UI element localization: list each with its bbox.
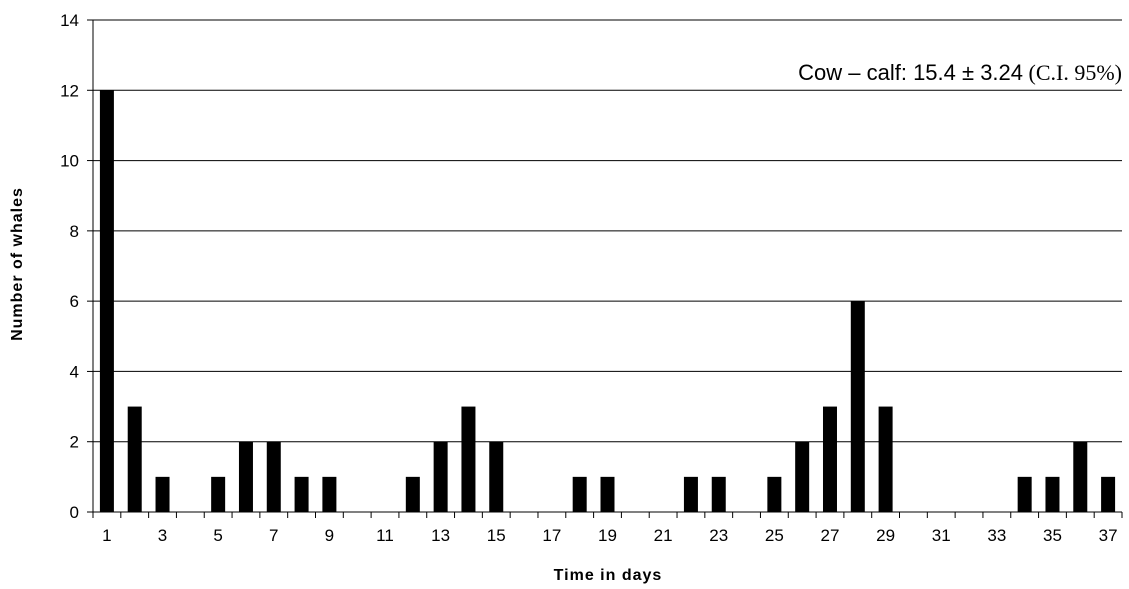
y-tick-label: 10	[60, 152, 79, 171]
bar	[266, 441, 281, 512]
bar	[238, 441, 253, 512]
x-tick-label: 25	[765, 526, 784, 545]
bar	[711, 476, 726, 512]
y-tick-label: 6	[70, 292, 79, 311]
x-tick-label: 35	[1043, 526, 1062, 545]
ci-annotation-suffix: (C.I. 95%)	[1023, 60, 1122, 85]
bar	[767, 476, 782, 512]
x-tick-label: 9	[325, 526, 334, 545]
bar	[1101, 476, 1116, 512]
bar	[461, 406, 476, 512]
x-tick-label: 17	[542, 526, 561, 545]
ci-annotation: Cow – calf: 15.4 ± 3.24 (C.I. 95%)	[798, 60, 1122, 85]
bar	[322, 476, 337, 512]
y-tick-label: 0	[70, 503, 79, 522]
bar	[1045, 476, 1060, 512]
x-tick-label: 11	[376, 526, 394, 545]
ci-annotation-prefix: Cow – calf: 15.4 ± 3.24	[798, 60, 1023, 85]
x-tick-label: 27	[821, 526, 840, 545]
grid-lines	[93, 19, 1122, 443]
bar	[155, 476, 170, 512]
bar	[294, 476, 309, 512]
y-tick-label: 14	[60, 11, 79, 30]
x-tick-label: 21	[654, 526, 673, 545]
y-tick-label: 4	[70, 362, 79, 381]
y-axis-title: Number of whales	[9, 187, 26, 341]
x-tick-label: 23	[709, 526, 728, 545]
x-tick-label: 3	[158, 526, 167, 545]
y-tick-label: 12	[60, 81, 79, 100]
x-tick-label: 37	[1099, 526, 1118, 545]
x-ticks: 1 3 5 7 9 11 13 15 17 19 21 23 25 27 29 31 33 35 37	[92, 512, 1123, 545]
y-ticks: 0 2 4 6 8 10 12 14	[60, 11, 93, 522]
y-tick-label: 8	[70, 222, 79, 241]
x-axis-title: Time in days	[554, 567, 663, 584]
x-tick-label: 15	[487, 526, 506, 545]
bar	[850, 301, 865, 512]
x-tick-label: 5	[213, 526, 222, 545]
bars	[99, 90, 1116, 513]
axes	[92, 20, 1122, 513]
bar	[99, 90, 114, 513]
x-tick-label: 19	[598, 526, 617, 545]
bar	[211, 476, 226, 512]
bar	[822, 406, 837, 512]
bar	[795, 441, 810, 512]
bar	[600, 476, 615, 512]
x-tick-label: 13	[431, 526, 450, 545]
x-tick-label: 29	[876, 526, 895, 545]
bar	[405, 476, 420, 512]
bar	[489, 441, 504, 512]
bar	[127, 406, 142, 512]
bar	[683, 476, 698, 512]
bar	[572, 476, 587, 512]
bar	[433, 441, 448, 512]
bar	[878, 406, 893, 512]
x-tick-label: 1	[102, 526, 111, 545]
x-tick-label: 33	[987, 526, 1006, 545]
y-tick-label: 2	[70, 433, 79, 452]
bar	[1073, 441, 1088, 512]
bar	[1017, 476, 1032, 512]
x-tick-label: 31	[932, 526, 951, 545]
x-tick-label: 7	[269, 526, 278, 545]
